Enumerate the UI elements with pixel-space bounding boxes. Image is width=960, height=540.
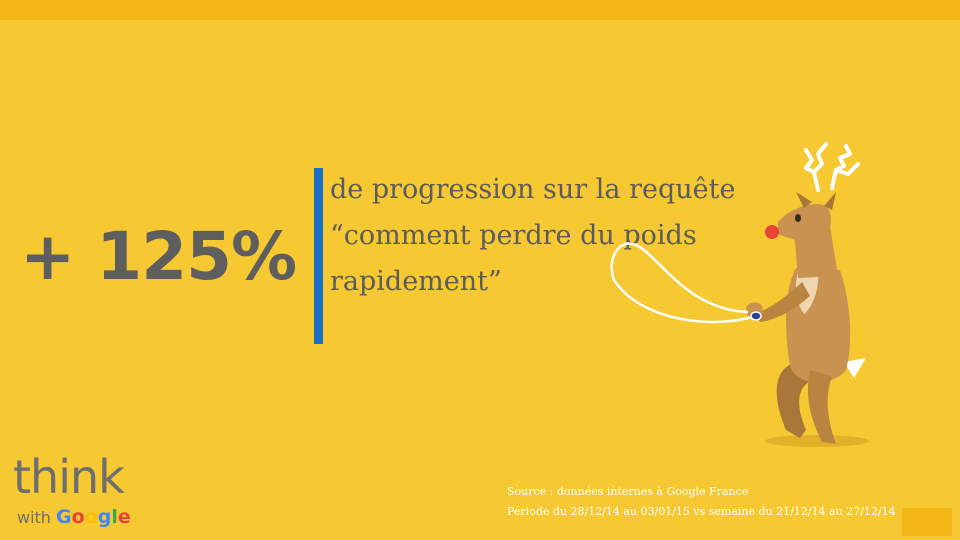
top-band (0, 0, 960, 20)
logo-with-text: with (17, 508, 51, 527)
logo-with-google: with Google (17, 506, 131, 528)
description-line-1: de progression sur la requête (330, 174, 736, 205)
headline-stat: + 125% (20, 218, 297, 295)
description-line-3: rapidement” (330, 266, 502, 297)
reindeer-jump-rope-icon (610, 142, 869, 447)
source-line-2: Période du 28/12/14 au 03/01/15 vs semai… (507, 505, 896, 518)
source-line-1: Source : données internes à Google Franc… (507, 485, 749, 498)
accent-divider (314, 168, 323, 344)
source-note: Source : données internes à Google Franc… (507, 482, 896, 522)
corner-marker (902, 508, 952, 536)
logo-google-wordmark: Google (56, 506, 131, 528)
think-with-google-logo: think with Google (13, 452, 153, 532)
logo-think-text: think (13, 450, 125, 504)
stat-description: de progression sur la requête “comment p… (330, 167, 800, 305)
